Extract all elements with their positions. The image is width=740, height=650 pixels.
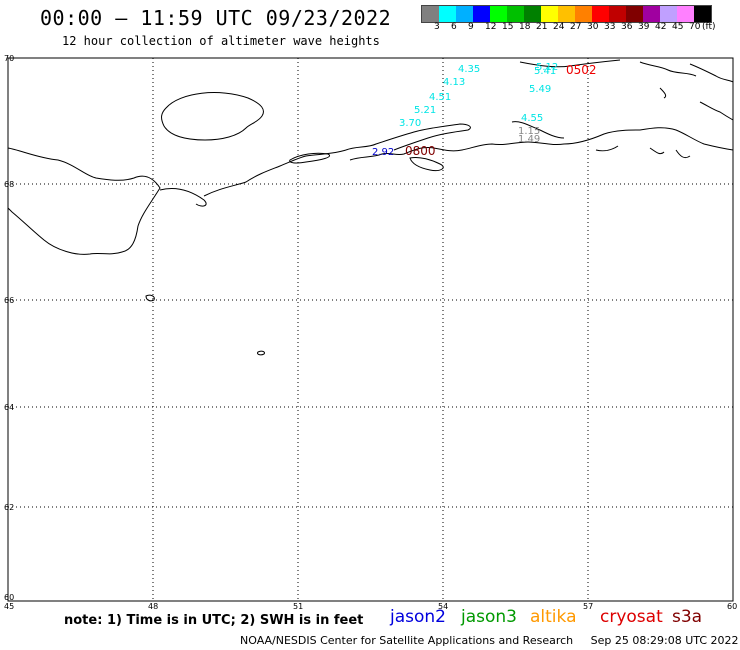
lon-label: 45 xyxy=(4,602,14,611)
units-note: note: 1) Time is in UTC; 2) SWH is in fe… xyxy=(64,613,364,628)
scale-label: 70 xyxy=(689,22,701,32)
wave-label: 5.41 xyxy=(534,66,556,77)
lat-label: 66 xyxy=(4,296,14,305)
scale-swatch xyxy=(677,6,694,22)
satellite-jason3: jason3 xyxy=(461,607,517,627)
map-frame xyxy=(7,57,734,602)
scale-label: 21 xyxy=(536,22,548,32)
small-island-2 xyxy=(257,350,265,356)
scale-swatch xyxy=(473,6,490,22)
scale-label: 27 xyxy=(570,22,582,32)
color-scale-labels: 3 6 9 12 15 18 21 24 27 30 33 36 39 42 45 70 (ft) xyxy=(421,22,740,34)
scale-label: 42 xyxy=(655,22,667,32)
wave-label: 4.35 xyxy=(458,64,480,75)
scale-unit: (ft) xyxy=(702,22,716,32)
scale-swatch xyxy=(558,6,575,22)
wave-label: 4.51 xyxy=(429,92,451,103)
color-scale-bar xyxy=(421,5,712,23)
map-subtitle: 12 hour collection of altimeter wave hei… xyxy=(62,34,380,48)
lat-label: 70 xyxy=(4,54,14,63)
footer-timestamp: Sep 25 08:29:08 UTC 2022 xyxy=(590,634,739,647)
coastline xyxy=(7,59,734,356)
lon-label: 48 xyxy=(148,602,158,611)
lon-label: 60 xyxy=(727,602,737,611)
pass-time-labels: 0502 0800 xyxy=(405,63,597,158)
scale-swatch xyxy=(575,6,592,22)
satellite-jason2: jason2 xyxy=(390,607,446,627)
time-label: 0800 xyxy=(405,144,436,158)
scale-swatch xyxy=(660,6,677,22)
scale-label: 15 xyxy=(502,22,514,32)
longitude-labels: 45 48 51 54 57 60 xyxy=(4,602,737,611)
scale-swatch xyxy=(507,6,524,22)
satellite-altika: altika xyxy=(530,607,577,627)
lat-label: 62 xyxy=(4,503,14,512)
wave-label: 1.15 xyxy=(518,126,540,137)
lon-label: 51 xyxy=(293,602,303,611)
lat-label: 64 xyxy=(4,403,14,412)
lon-label: 54 xyxy=(438,602,448,611)
scale-swatch xyxy=(524,6,541,22)
scale-swatch xyxy=(643,6,660,22)
wave-label: 4.55 xyxy=(521,113,543,124)
graticule xyxy=(8,58,733,601)
scale-swatch xyxy=(490,6,507,22)
map-title: 00:00 – 11:59 UTC 09/23/2022 xyxy=(40,6,392,30)
scale-swatch xyxy=(592,6,609,22)
time-label: 0502 xyxy=(566,63,597,77)
wave-label: 4.13 xyxy=(443,77,465,88)
wave-label: 5.12 xyxy=(536,62,558,73)
wave-label: 1.49 xyxy=(518,134,540,145)
scale-label: 12 xyxy=(485,22,497,32)
wave-label: 5.21 xyxy=(414,105,436,116)
kolguyev-island xyxy=(161,92,264,141)
lon-label: 57 xyxy=(583,602,593,611)
scale-swatch xyxy=(456,6,473,22)
wave-height-labels: 4.35 4.13 4.51 5.21 3.70 5.12 5.41 5.49 … xyxy=(372,62,558,158)
scale-swatch xyxy=(422,6,439,22)
latitude-labels: 70 68 66 64 62 60 xyxy=(4,54,14,602)
scale-swatch xyxy=(609,6,626,22)
scale-swatch xyxy=(541,6,558,22)
wave-label: 2.92 xyxy=(372,147,394,158)
satellite-cryosat: cryosat xyxy=(600,607,663,627)
scale-label: 18 xyxy=(519,22,531,32)
wave-label: 5.49 xyxy=(529,84,551,95)
scale-label: 6 xyxy=(451,22,457,32)
scale-label: 30 xyxy=(587,22,599,32)
mainland-coast xyxy=(7,147,161,255)
scale-label: 24 xyxy=(553,22,565,32)
scale-label: 36 xyxy=(621,22,633,32)
scale-swatch xyxy=(626,6,643,22)
scale-swatch xyxy=(694,6,711,22)
scale-label: 33 xyxy=(604,22,616,32)
footer: NOAA/NESDIS Center for Satellite Applica… xyxy=(240,634,739,647)
lat-label: 68 xyxy=(4,180,14,189)
satellite-s3a: s3a xyxy=(672,607,703,627)
small-island-1 xyxy=(145,294,155,302)
lat-label: 60 xyxy=(4,593,14,602)
scale-swatch xyxy=(439,6,456,22)
scale-label: 39 xyxy=(638,22,650,32)
scale-label: 9 xyxy=(468,22,474,32)
wave-label: 3.70 xyxy=(399,118,421,129)
scale-label: 45 xyxy=(672,22,684,32)
scale-label: 3 xyxy=(434,22,440,32)
footer-credit: NOAA/NESDIS Center for Satellite Applica… xyxy=(240,634,574,647)
